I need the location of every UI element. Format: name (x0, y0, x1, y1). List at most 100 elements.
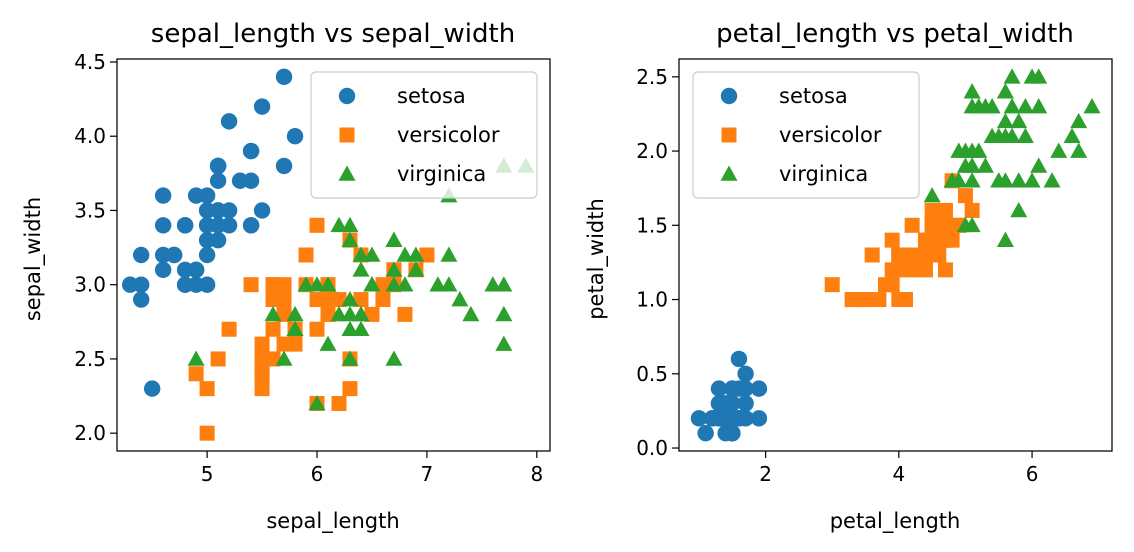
right-point-versicolor (891, 262, 907, 278)
right-ytick-label: 1.0 (636, 288, 668, 312)
right-xtick-label: 2 (759, 462, 772, 486)
left-point-virginica (385, 261, 403, 277)
right-point-setosa (737, 395, 754, 412)
right-point-virginica (963, 172, 981, 188)
left-point-virginica (363, 246, 381, 262)
right-chart-xlabel: petal_length (830, 509, 961, 534)
right-point-versicolor (904, 217, 920, 233)
left-point-setosa (231, 172, 249, 189)
left-xtick-label: 5 (201, 462, 214, 486)
left-point-versicolor (298, 247, 314, 263)
left-point-virginica (440, 276, 458, 292)
right-point-setosa (737, 365, 754, 382)
left-point-setosa (198, 231, 216, 249)
right-point-setosa (724, 424, 741, 442)
right-point-versicolor (871, 292, 887, 308)
right-point-virginica (1010, 112, 1028, 129)
right-point-setosa (690, 410, 708, 427)
left-point-virginica (363, 276, 381, 292)
left-ytick-label: 4.5 (74, 50, 106, 74)
right-point-versicolor (937, 202, 953, 218)
left-point-virginica (484, 276, 502, 292)
right-ytick-label: 2.5 (636, 65, 668, 89)
left-ytick-label: 3.0 (74, 273, 106, 297)
left-point-virginica (264, 305, 282, 322)
left-point-versicolor (276, 292, 292, 308)
right-point-virginica (1050, 142, 1068, 158)
left-point-versicolor (309, 292, 325, 308)
left-point-virginica (308, 394, 326, 411)
left-point-virginica (440, 246, 458, 262)
legend-virginica-label: virginica (779, 162, 868, 186)
left-point-versicolor (364, 306, 380, 322)
left-point-setosa (253, 98, 271, 115)
right-point-versicolor (858, 292, 874, 308)
right-point-versicolor (864, 247, 880, 263)
right-point-setosa (717, 410, 734, 427)
right-point-virginica (996, 83, 1014, 99)
right-point-versicolor (904, 262, 920, 278)
left-chart-panel: sepal_length vs sepal_width sepal_length… (21, 19, 551, 534)
left-point-virginica (341, 216, 359, 233)
right-point-versicolor (917, 262, 933, 278)
left-point-virginica (330, 216, 348, 233)
left-point-setosa (187, 187, 205, 204)
left-point-setosa (275, 157, 293, 175)
left-point-versicolor (309, 217, 325, 233)
left-point-virginica (352, 246, 370, 262)
left-point-setosa (242, 217, 260, 234)
left-point-virginica (308, 276, 326, 292)
left-point-setosa (209, 217, 227, 234)
right-point-virginica (1030, 157, 1048, 173)
left-point-versicolor (243, 277, 259, 293)
left-point-versicolor (419, 247, 435, 263)
left-point-virginica (495, 305, 513, 322)
right-point-virginica (1070, 142, 1088, 158)
left-point-virginica (341, 305, 359, 322)
left-point-virginica (286, 305, 304, 322)
left-point-virginica (297, 276, 315, 292)
left-point-virginica (396, 276, 414, 292)
left-point-setosa (154, 217, 172, 234)
legend-virginica-label: virginica (397, 162, 486, 186)
legend-versicolor-marker (721, 127, 737, 143)
left-point-versicolor (265, 321, 281, 337)
left-chart-xlabel: sepal_length (266, 509, 399, 534)
left-point-virginica (319, 335, 337, 351)
right-point-virginica (1010, 201, 1028, 218)
right-point-virginica (983, 98, 1001, 114)
left-chart-legend: setosa versicolor virginica (310, 71, 538, 199)
left-xtick-label: 7 (421, 462, 434, 486)
right-point-versicolor (937, 217, 953, 233)
left-point-virginica (407, 261, 425, 277)
legend-versicolor-label: versicolor (397, 123, 500, 147)
left-point-setosa (220, 202, 238, 219)
left-point-setosa (198, 202, 216, 219)
left-point-setosa (187, 261, 205, 279)
right-point-setosa (750, 410, 768, 427)
left-point-setosa (176, 276, 194, 293)
left-point-versicolor (331, 292, 347, 308)
left-point-setosa (209, 172, 227, 189)
right-point-versicolor (917, 232, 933, 248)
right-point-virginica (983, 127, 1001, 144)
left-ytick-label: 2.5 (74, 347, 106, 371)
left-point-setosa (143, 380, 161, 397)
left-point-virginica (451, 291, 469, 307)
left-point-versicolor (287, 336, 303, 352)
left-point-setosa (198, 276, 216, 293)
right-point-virginica (1063, 127, 1081, 144)
left-point-versicolor (353, 292, 369, 308)
left-point-setosa (132, 246, 150, 264)
right-point-versicolor (897, 292, 913, 308)
right-point-setosa (724, 380, 741, 397)
left-point-virginica (352, 305, 370, 322)
right-point-virginica (976, 157, 994, 173)
left-point-setosa (220, 113, 238, 130)
left-point-versicolor (309, 321, 325, 337)
right-point-setosa (750, 380, 768, 397)
left-chart-axes-frame (116, 58, 551, 452)
right-chart-ylabel: petal_width (584, 198, 609, 320)
